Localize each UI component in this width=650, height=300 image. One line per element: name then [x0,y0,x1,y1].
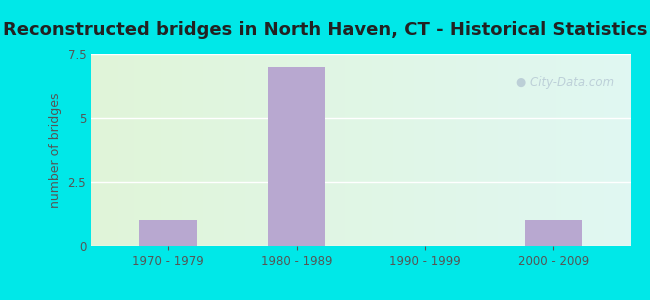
Text: ● City-Data.com: ● City-Data.com [516,76,614,89]
Bar [525,220,582,246]
Bar [268,67,326,246]
Text: Reconstructed bridges in North Haven, CT - Historical Statistics: Reconstructed bridges in North Haven, CT… [3,21,647,39]
Y-axis label: number of bridges: number of bridges [49,92,62,208]
Bar [139,220,197,246]
